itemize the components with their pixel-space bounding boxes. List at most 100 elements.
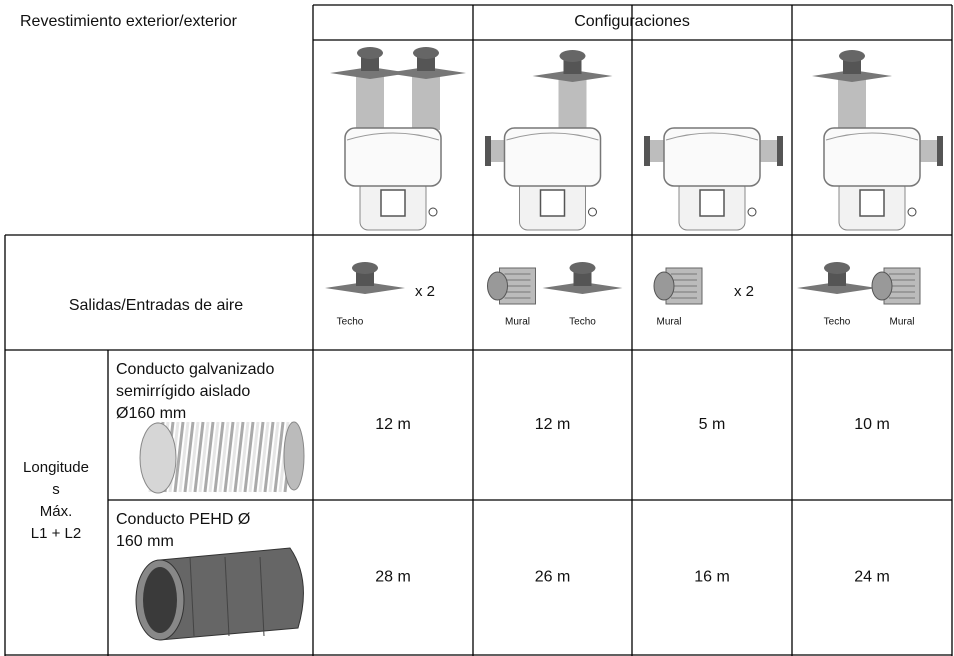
mural-pipe xyxy=(487,271,508,301)
roof-cap-pipe xyxy=(356,270,374,286)
duct-rib xyxy=(223,421,235,493)
wall-end xyxy=(485,136,491,166)
cell-text: Máx. xyxy=(40,503,73,520)
cell-text: Mural xyxy=(656,317,681,328)
duct-rib xyxy=(273,421,285,493)
cell-text: semirrígido aislado xyxy=(116,383,250,400)
cell-text: Salidas/Entradas de aire xyxy=(69,297,243,314)
roof-plate xyxy=(386,67,466,79)
roof-cap-pipe xyxy=(361,55,379,71)
duct-mouth xyxy=(139,422,177,494)
cell-text: Mural xyxy=(505,317,530,328)
duct-rib xyxy=(183,421,195,493)
unit-body xyxy=(503,127,602,187)
cell-text: 12 m xyxy=(535,416,571,433)
unit-screen xyxy=(380,189,406,217)
roof-plate xyxy=(797,282,877,294)
unit-lid xyxy=(506,132,599,141)
roof-plate xyxy=(532,70,613,82)
cell-text: Techo xyxy=(824,317,851,328)
roof-cap xyxy=(413,47,439,59)
cell-text: x 2 xyxy=(734,283,754,300)
cell-text: L1 + L2 xyxy=(31,525,81,542)
cell-text: x 2 xyxy=(415,283,435,300)
duct-rib xyxy=(263,421,275,493)
unit-lid xyxy=(825,132,919,141)
cell-text: s xyxy=(52,481,60,498)
cell-text: Techo xyxy=(337,317,364,328)
mural-pipe xyxy=(653,271,675,301)
roof-plate xyxy=(542,282,623,294)
unit-screen xyxy=(699,189,725,217)
cell-text: Mural xyxy=(889,317,914,328)
cell-text: 160 mm xyxy=(116,533,174,550)
unit-lid xyxy=(346,132,440,141)
unit-knob xyxy=(747,207,757,217)
cell-text: 12 m xyxy=(375,416,411,433)
roof-cap xyxy=(839,50,865,62)
cell-text: 28 m xyxy=(375,569,411,586)
unit-knob xyxy=(428,207,438,217)
cell-text: 10 m xyxy=(854,416,890,433)
duct-rib xyxy=(233,421,245,493)
duct-rib xyxy=(258,421,270,493)
pehd-inner xyxy=(143,567,177,633)
unit-body xyxy=(344,127,442,187)
wall-end xyxy=(644,136,650,166)
duct-rib xyxy=(213,421,225,493)
cell-text: Techo xyxy=(569,317,596,328)
duct-rib xyxy=(203,421,215,493)
duct-rib xyxy=(248,421,260,493)
roof-plate xyxy=(325,282,405,294)
roof-plate xyxy=(812,70,892,82)
cell-text: Configuraciones xyxy=(574,13,690,30)
duct-rib xyxy=(188,421,200,493)
duct-rib xyxy=(218,421,230,493)
unit-body xyxy=(663,127,761,187)
pehd-seam xyxy=(224,556,230,637)
duct-rib xyxy=(198,421,210,493)
cell-text: Revestimiento exterior/exterior xyxy=(20,13,238,30)
duct-rib xyxy=(238,421,250,493)
cell-text: 5 m xyxy=(699,416,726,433)
roof-cap-pipe xyxy=(843,58,861,74)
pehd-seam xyxy=(259,556,265,637)
roof-cap-pipe xyxy=(573,270,592,286)
cell-text: 16 m xyxy=(694,569,730,586)
duct-end xyxy=(283,421,305,491)
unit-body xyxy=(823,127,921,187)
duct-rib xyxy=(268,421,280,493)
cell-text: Ø160 mm xyxy=(116,405,186,422)
roof-cap-pipe xyxy=(417,55,435,71)
unit-lid xyxy=(665,132,759,141)
roof-cap xyxy=(559,50,586,62)
wall-end xyxy=(937,136,943,166)
cell-text: Longitude xyxy=(23,459,89,476)
pehd-seam xyxy=(189,556,195,637)
cell-text: Conducto PEHD Ø xyxy=(116,511,250,528)
duct-rib xyxy=(208,421,220,493)
unit-screen xyxy=(539,189,566,217)
roof-cap xyxy=(352,262,378,274)
cell-text: 24 m xyxy=(854,569,890,586)
roof-cap-pipe xyxy=(828,270,846,286)
cell-text: 26 m xyxy=(535,569,571,586)
duct-rib xyxy=(178,421,190,493)
unit-knob xyxy=(907,207,917,217)
roof-cap xyxy=(824,262,850,274)
duct xyxy=(558,78,587,130)
roof-cap xyxy=(569,262,596,274)
duct-rib xyxy=(253,421,265,493)
mural-pipe xyxy=(871,271,893,301)
duct xyxy=(412,75,440,130)
roof-cap-pipe xyxy=(563,58,582,74)
duct-rib xyxy=(228,421,240,493)
wall-end xyxy=(777,136,783,166)
cell-text: Conducto galvanizado xyxy=(116,361,274,378)
unit-screen xyxy=(859,189,885,217)
duct-rib xyxy=(193,421,205,493)
duct xyxy=(356,75,384,130)
duct-rib xyxy=(243,421,255,493)
pehd-body xyxy=(159,547,304,641)
